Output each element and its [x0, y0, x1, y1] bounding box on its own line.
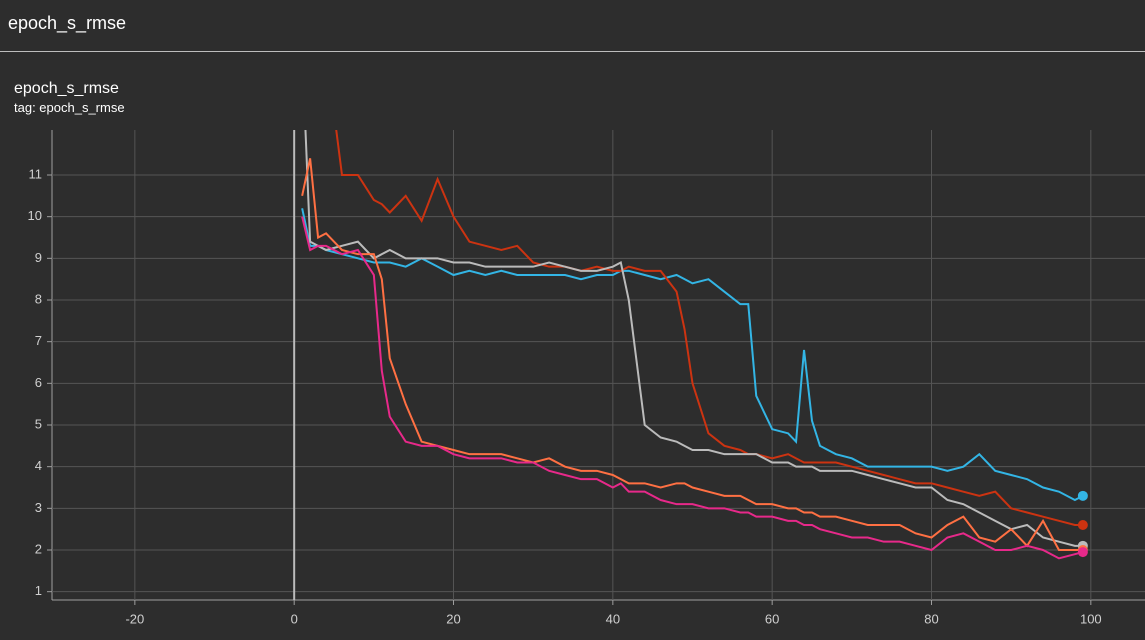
y-tick-label: 8: [35, 291, 42, 306]
series-line: [304, 130, 1083, 547]
x-tick-label: 60: [765, 611, 779, 626]
series-line: [301, 158, 1083, 551]
x-tick-label: 0: [291, 611, 298, 626]
x-tick-label: 40: [606, 611, 620, 626]
series-line: [301, 208, 1084, 502]
y-tick-label: 11: [29, 166, 43, 181]
plot-area: [301, 130, 1084, 560]
x-tick-label: 100: [1080, 611, 1102, 626]
series-line: [301, 216, 1084, 560]
end-point: [1077, 490, 1088, 501]
y-tick-label: 5: [35, 416, 42, 431]
y-tick-label: 1: [35, 583, 42, 598]
header: epoch_s_rmse: [0, 0, 1145, 52]
y-tick-label: 6: [35, 375, 42, 390]
y-tick-label: 10: [28, 208, 42, 223]
chart-subtitle: tag: epoch_s_rmse: [14, 100, 125, 115]
y-tick-label: 2: [35, 541, 42, 556]
x-tick-label: 80: [924, 611, 938, 626]
series-line: [335, 130, 1083, 526]
header-title: epoch_s_rmse: [8, 13, 127, 33]
y-tick-label: 9: [35, 250, 42, 265]
x-tick-label: -20: [125, 611, 144, 626]
end-point: [1077, 520, 1088, 530]
y-tick-label: 7: [35, 333, 42, 348]
chart-title: epoch_s_rmse: [14, 80, 119, 97]
y-tick-label: 4: [35, 458, 42, 473]
x-tick-label: 20: [446, 611, 460, 626]
end-point: [1077, 547, 1088, 558]
y-tick-label: 3: [35, 500, 42, 515]
